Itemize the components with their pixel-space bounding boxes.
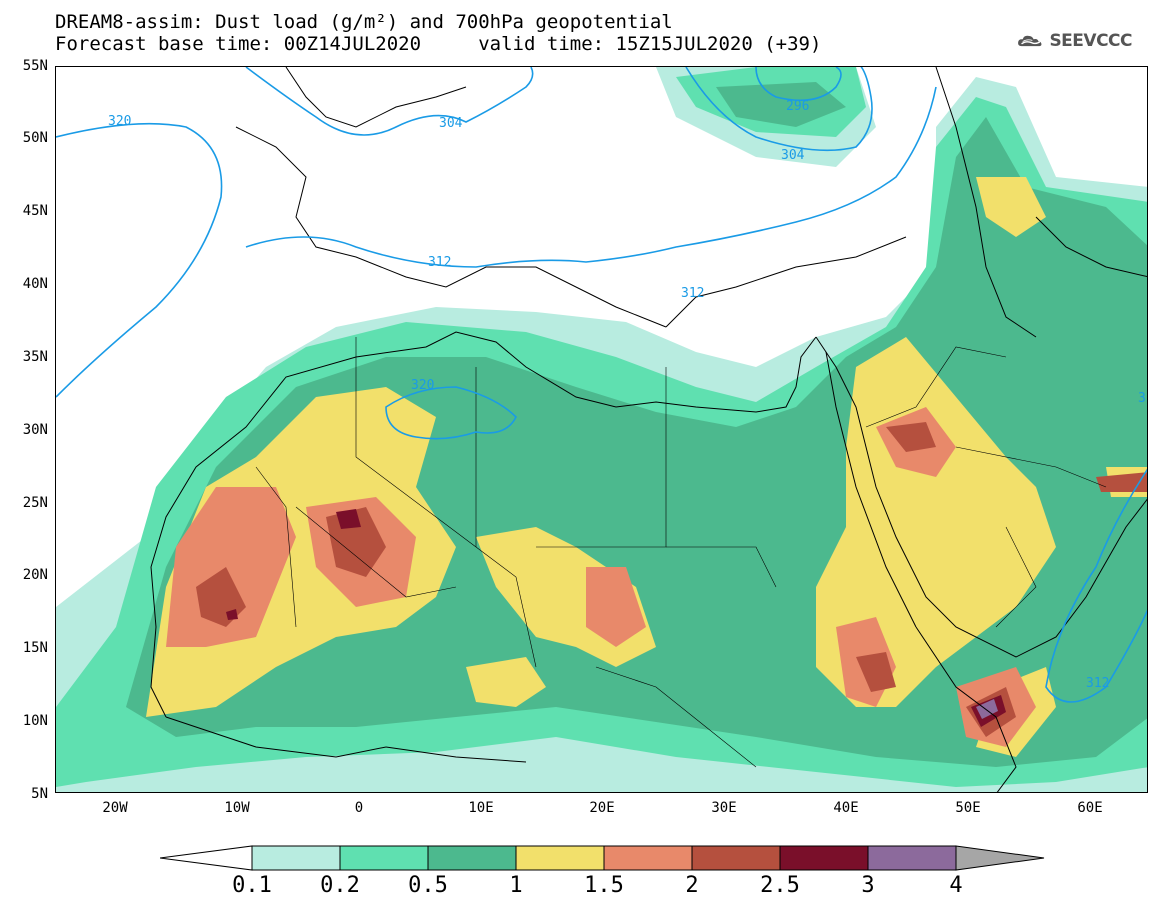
colorbar-swatch — [427, 845, 517, 871]
colorbar-label: 1.5 — [584, 873, 624, 898]
contour-label: 320 — [108, 114, 131, 129]
map-subtitle: Forecast base time: 00Z14JUL2020 valid t… — [55, 33, 822, 55]
map-plot-area: 320 304 296 304 312 312 320 312 3 — [55, 66, 1148, 793]
colorbar-swatch — [515, 845, 605, 871]
lon-label: 20E — [589, 800, 615, 816]
colorbar-label: 2 — [685, 873, 699, 898]
lat-label: 35N — [22, 349, 48, 365]
colorbar-label: 0.2 — [320, 873, 360, 898]
lat-label: 30N — [22, 422, 48, 438]
colorbar-label: 4 — [949, 873, 963, 898]
colorbar-under-arrow — [160, 845, 253, 871]
lon-label: 20W — [102, 800, 128, 816]
lat-label: 55N — [22, 58, 48, 74]
contour-label: 3 — [1138, 391, 1146, 406]
contour-label: 312 — [1086, 676, 1109, 691]
colorbar-swatch — [251, 845, 341, 871]
dust-load-map: 320 304 296 304 312 312 320 312 3 — [56, 67, 1147, 792]
lat-label: 10N — [22, 713, 48, 729]
seevccc-logo: SEEVCCC — [1017, 26, 1132, 56]
colorbar-label: 3 — [861, 873, 875, 898]
geopotential-contours — [56, 67, 1147, 703]
lat-label: 40N — [22, 276, 48, 292]
dust-layer-1 — [146, 177, 1147, 757]
dust-layer-3 — [976, 699, 998, 719]
dust-layer-15 — [166, 407, 1036, 747]
lat-label: 15N — [22, 640, 48, 656]
lon-label: 40E — [833, 800, 859, 816]
contour-labels: 320 304 296 304 312 312 320 312 3 — [108, 99, 1146, 691]
lat-label: 20N — [22, 567, 48, 583]
lat-label: 50N — [22, 130, 48, 146]
colorbar-swatch — [603, 845, 693, 871]
lon-label: 30E — [711, 800, 737, 816]
lon-label: 60E — [1077, 800, 1103, 816]
lat-label: 45N — [22, 203, 48, 219]
contour-label: 312 — [428, 255, 451, 270]
colorbar-label: 2.5 — [760, 873, 800, 898]
colorbar-label: 0.5 — [408, 873, 448, 898]
contour-label: 312 — [681, 286, 704, 301]
borders — [255, 337, 1107, 768]
colorbar-label: 0.1 — [232, 873, 272, 898]
logo-text: SEEVCCC — [1049, 31, 1132, 51]
coastlines — [150, 67, 1147, 792]
lon-label: 50E — [955, 800, 981, 816]
map-title: DREAM8-assim: Dust load (g/m²) and 700hP… — [55, 11, 673, 33]
colorbar-swatch — [779, 845, 869, 871]
lon-label: 0 — [354, 800, 364, 816]
colorbar-label: 1 — [509, 873, 523, 898]
cloud-icon — [1018, 35, 1042, 47]
lat-label: 5N — [31, 786, 48, 802]
lon-label: 10E — [468, 800, 494, 816]
contour-label: 304 — [439, 116, 463, 131]
colorbar — [160, 845, 1045, 871]
contour-label: 304 — [781, 148, 805, 163]
lon-label: 10W — [224, 800, 250, 816]
lat-label: 25N — [22, 495, 48, 511]
colorbar-swatch — [691, 845, 781, 871]
colorbar-swatch — [867, 845, 957, 871]
colorbar-swatch — [339, 845, 429, 871]
colorbar-over-arrow — [955, 845, 1045, 871]
contour-label: 296 — [786, 99, 809, 114]
contour-label: 320 — [411, 378, 434, 393]
